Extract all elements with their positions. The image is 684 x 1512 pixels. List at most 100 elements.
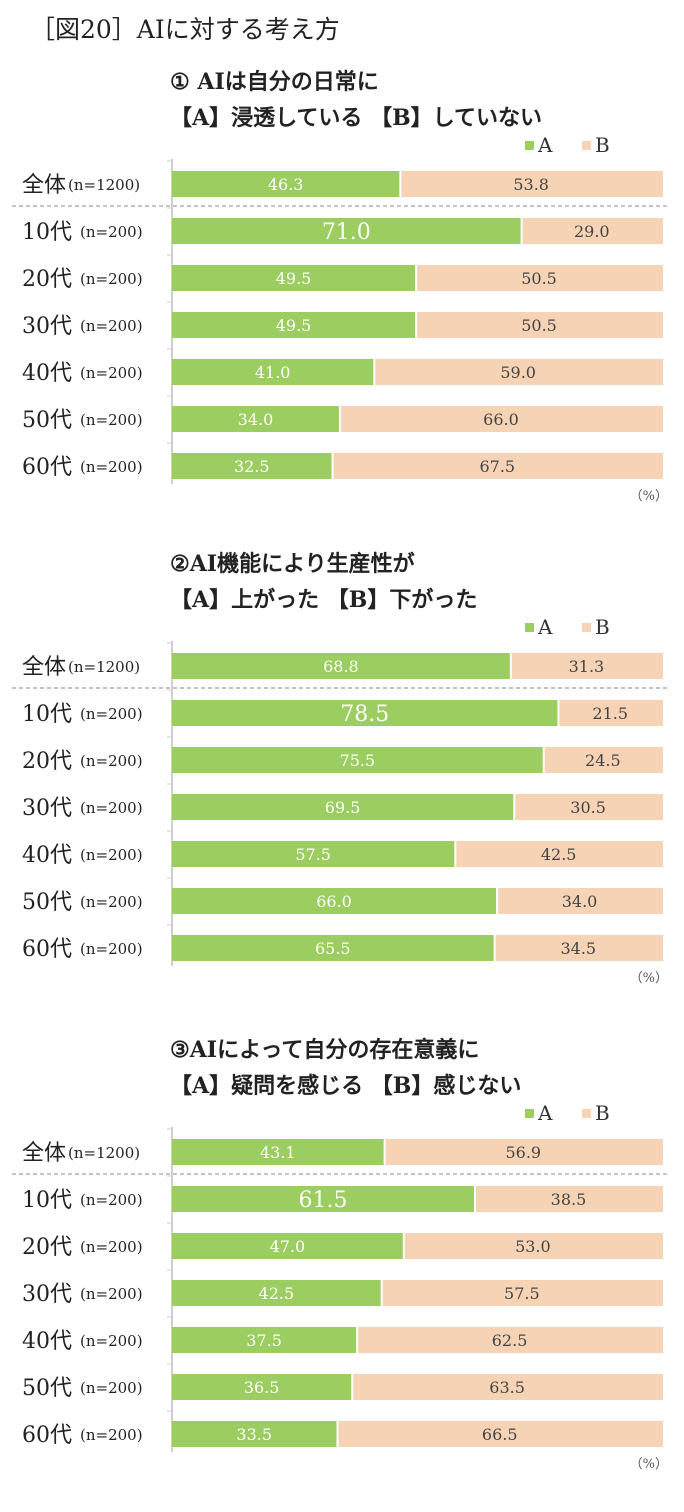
category-label: 60代 [22, 455, 72, 480]
data-label-a: 36.5 [244, 1378, 280, 1397]
bar-segment-b [382, 1280, 663, 1306]
bar-segment-a [172, 1374, 352, 1400]
sample-size-label: (n=1200) [68, 1144, 140, 1162]
legend-swatch-a [525, 141, 534, 150]
data-label-a: 71.0 [322, 220, 371, 245]
sample-size-label: (n=200) [80, 270, 143, 288]
panel-title-line1: ②AI機能により生産性が [170, 551, 415, 577]
bar-segment-a [172, 1421, 337, 1447]
chart-panel-1: ① AIは自分の日常に 【A】浸透している 【B】していない A B 全体 (n=12… [0, 64, 684, 544]
category-label: 60代 [22, 937, 72, 962]
data-label-b: 66.5 [482, 1425, 518, 1444]
sample-size-label: (n=200) [80, 1285, 143, 1303]
data-label-b: 34.0 [562, 892, 598, 911]
stacked-bar-chart-3: A B 全体 (n=1200) 43.1 56.9 10代 (n=200) 61.5 38.5 20… [12, 1101, 668, 1472]
unit-label: （%） [630, 489, 668, 504]
data-label-b: 24.5 [585, 751, 621, 770]
data-label-a: 49.5 [276, 316, 312, 335]
legend-label-a: A [537, 1101, 553, 1125]
bar-segment-b [522, 218, 663, 244]
bar-segment-a [172, 653, 510, 679]
category-label: 50代 [22, 890, 72, 915]
sample-size-label: (n=200) [80, 893, 143, 911]
category-label: 全体 [22, 173, 66, 198]
bar-segment-a [172, 1280, 381, 1306]
sample-size-label: (n=1200) [68, 658, 140, 676]
sample-size-label: (n=200) [80, 705, 143, 723]
data-label-b: 42.5 [541, 845, 577, 864]
legend-swatch-b [582, 1109, 591, 1118]
category-label: 30代 [22, 314, 72, 339]
category-label: 50代 [22, 1376, 72, 1401]
data-label-a: 47.0 [270, 1237, 306, 1256]
bar-segment-a [172, 1186, 474, 1212]
category-label: 60代 [22, 1423, 72, 1448]
bar-segment-b [358, 1327, 663, 1353]
data-label-a: 66.0 [316, 892, 352, 911]
bar-segment-a [172, 406, 339, 432]
sample-size-label: (n=200) [80, 1191, 143, 1209]
bar-segment-b [498, 888, 663, 914]
legend-label-b: B [595, 615, 610, 639]
sample-size-label: (n=200) [80, 223, 143, 241]
category-label: 10代 [22, 220, 72, 245]
category-label: 40代 [22, 843, 72, 868]
bar-segment-b [404, 1233, 663, 1259]
data-label-a: 68.8 [323, 657, 359, 676]
sample-size-label: (n=200) [80, 317, 143, 335]
sample-size-label: (n=200) [80, 940, 143, 958]
data-label-b: 29.0 [574, 222, 610, 241]
sample-size-label: (n=200) [80, 364, 143, 382]
chart-panel-2: ②AI機能により生産性が 【A】上がった 【B】下がった A B 全体 (n=1200… [0, 546, 684, 1026]
figure-title: ［図20］AIに対する考え方 [30, 15, 340, 44]
stacked-bar-chart-2: A B 全体 (n=1200) 68.8 31.3 10代 (n=200) 78.5 21.5 20… [12, 615, 668, 986]
category-label: 20代 [22, 749, 72, 774]
category-label: 全体 [22, 655, 66, 680]
bar-segment-b [417, 312, 663, 338]
sample-size-label: (n=200) [80, 752, 143, 770]
category-label: 20代 [22, 1235, 72, 1260]
bar-segment-a [172, 171, 400, 197]
legend-swatch-a [525, 623, 534, 632]
bar-segment-b [401, 171, 663, 197]
bar-segment-a [172, 935, 494, 961]
data-label-a: 32.5 [234, 457, 270, 476]
stacked-bar-chart-1: A B 全体 (n=1200) 46.3 53.8 10代 (n=200) 71.0 29.0 20… [12, 133, 668, 504]
bar-segment-b [511, 653, 663, 679]
category-label: 40代 [22, 1329, 72, 1354]
data-label-b: 53.0 [515, 1237, 551, 1256]
bar-segment-a [172, 888, 497, 914]
data-label-a: 34.0 [238, 410, 274, 429]
data-label-a: 65.5 [315, 939, 351, 958]
bar-segment-a [172, 1233, 403, 1259]
bar-segment-b [515, 794, 663, 820]
data-label-a: 43.1 [260, 1143, 296, 1162]
panel-title-line2: 【A】浸透している 【B】していない [170, 105, 543, 131]
legend-swatch-a [525, 1109, 534, 1118]
bar-segment-a [172, 359, 374, 385]
data-label-b: 59.0 [500, 363, 536, 382]
data-label-a: 46.3 [268, 175, 304, 194]
bar-segment-b [559, 700, 663, 726]
data-label-a: 69.5 [325, 798, 361, 817]
legend-label-a: A [537, 133, 553, 157]
legend-label-b: B [595, 1101, 610, 1125]
sample-size-label: (n=1200) [68, 176, 140, 194]
bar-segment-a [172, 700, 558, 726]
bar-segment-b [333, 453, 663, 479]
data-label-a: 61.5 [298, 1188, 347, 1213]
category-label: 10代 [22, 702, 72, 727]
category-label: 20代 [22, 267, 72, 292]
bar-segment-a [172, 265, 416, 291]
data-label-b: 57.5 [504, 1284, 540, 1303]
panel-title-line1: ③AIによって自分の存在意義に [170, 1037, 480, 1063]
sample-size-label: (n=200) [80, 1332, 143, 1350]
legend-label-b: B [595, 133, 610, 157]
sample-size-label: (n=200) [80, 458, 143, 476]
data-label-b: 67.5 [479, 457, 515, 476]
data-label-a: 75.5 [340, 751, 376, 770]
data-label-a: 49.5 [276, 269, 312, 288]
panel-title-line2: 【A】上がった 【B】下がった [170, 587, 478, 613]
bar-segment-b [475, 1186, 663, 1212]
category-label: 30代 [22, 1282, 72, 1307]
